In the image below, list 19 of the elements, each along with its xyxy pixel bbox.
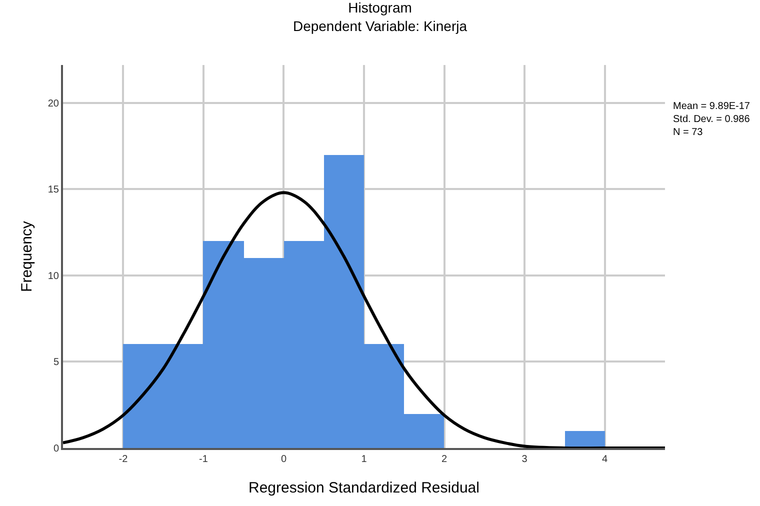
text: Std. Dev. = 0.986	[673, 114, 750, 125]
x-tick-label: 2	[441, 454, 448, 465]
y-tick-label: 5	[53, 357, 60, 368]
x-axis-title: Regression Standardized Residual	[248, 480, 480, 496]
y-tick-label: 0	[53, 444, 60, 454]
x-tick-label: -2	[118, 454, 128, 465]
text: Mean = 9.89E-17	[673, 101, 750, 112]
chart-title: Histogram	[348, 0, 412, 16]
x-tick-label: 3	[522, 454, 528, 465]
y-tick-label: 15	[48, 184, 60, 196]
x-tick-label: 0	[280, 454, 287, 465]
x-tick-label: 4	[602, 454, 608, 465]
y-tick-label: 10	[48, 270, 60, 282]
x-tick-label: -1	[199, 454, 208, 465]
text: N = 73	[673, 127, 704, 138]
chart-subtitle: Dependent Variable: Kinerja	[292, 18, 468, 34]
y-axis-title: Frequency	[18, 220, 36, 292]
x-tick-label: 1	[361, 454, 368, 465]
y-tick-label: 20	[48, 98, 60, 110]
